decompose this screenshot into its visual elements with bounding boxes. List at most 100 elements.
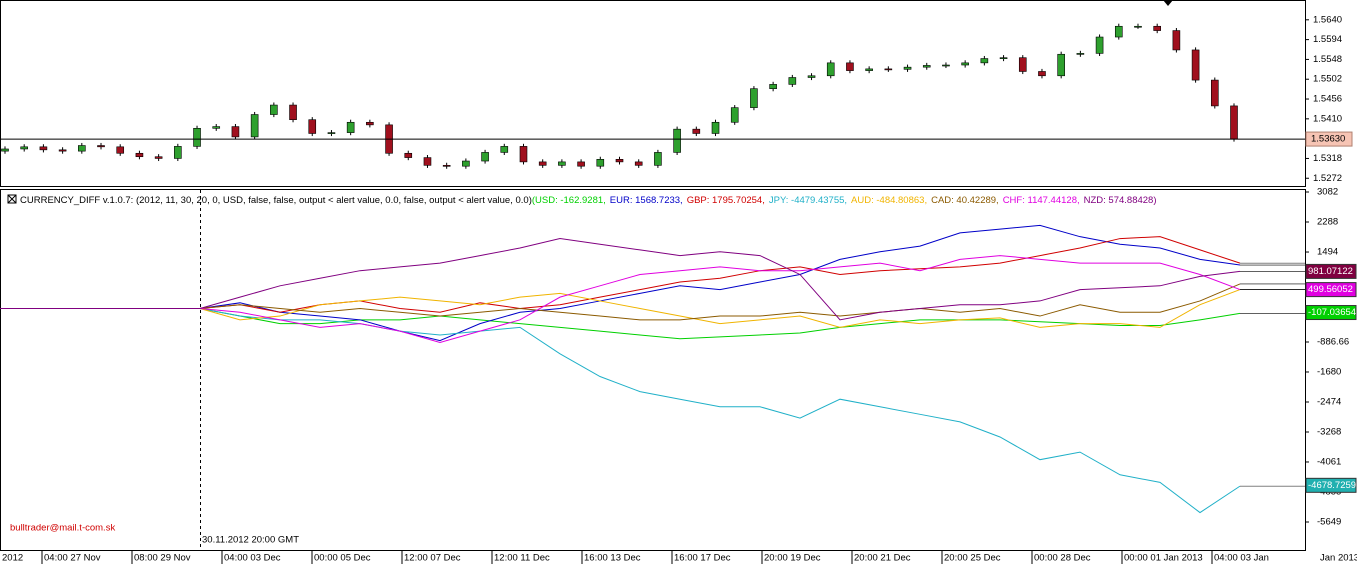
candle-body [1172, 30, 1181, 51]
candle-body [730, 107, 739, 123]
candle-body [1057, 53, 1065, 77]
candle-body [154, 156, 163, 159]
indicator-pane [0, 189, 1306, 551]
x-tick-label: 12:00 11 Dec [494, 553, 550, 564]
candle-body [174, 146, 182, 159]
series-line [199, 224, 1241, 342]
candle-body [654, 152, 662, 166]
legend-entry: NZD: 574.88428) [1084, 195, 1157, 206]
x-tick-label: 20:00 19 Dec [764, 553, 821, 564]
series-line [199, 283, 1241, 321]
candle-body [270, 104, 278, 115]
legend-entry: (USD: -162.9281, [532, 195, 606, 206]
candle-body [788, 77, 797, 85]
candle-body [1076, 53, 1085, 55]
candle-body [711, 121, 720, 134]
candle-body [1, 148, 9, 152]
candle-body [673, 128, 681, 153]
candle-body [577, 161, 585, 167]
x-tick-label: 2012 [2, 553, 23, 564]
series-line [199, 289, 1241, 328]
y-tick-label: 1.5594 [1313, 34, 1342, 45]
candle-body [212, 126, 221, 129]
legend-entry: GBP: 1795.70254, [687, 195, 765, 206]
series-line [199, 307, 1241, 514]
legend-entry: AUD: -484.80863, [851, 195, 927, 206]
candle-body [615, 159, 624, 163]
candle-body [884, 68, 893, 71]
candle-body [1134, 25, 1142, 28]
close-icon-cross [7, 194, 17, 204]
x-tick-label: 20:00 21 Dec [854, 553, 911, 564]
x-tick-label: 08:00 29 Nov [134, 553, 191, 564]
end-value-box [1305, 263, 1357, 279]
candle-body [1095, 36, 1104, 54]
current-price-box [1305, 131, 1353, 147]
candle-body [20, 146, 29, 150]
candle-body [481, 152, 489, 162]
x-tick-label: 04:00 03 Jan [1214, 553, 1269, 564]
indicator-title: CURRENCY_DIFF v.1.0.7: (2012, 11, 30, 20… [20, 195, 532, 206]
legend-entry: EUR: 1568.7233, [610, 195, 683, 206]
candle-body [346, 121, 355, 133]
close-icon[interactable] [7, 194, 17, 204]
start-label: 30.11.2012 20:00 GMT [202, 535, 299, 546]
y-tick-label: 1.5272 [1313, 173, 1342, 184]
author: bulltrader@mail.t-com.sk [10, 523, 115, 534]
y-tick-label: -3268 [1317, 427, 1341, 438]
candle-body [1191, 49, 1200, 81]
series-line [199, 236, 1241, 313]
current-price-label: 1.53630 [1311, 134, 1345, 145]
candle-body [462, 160, 470, 167]
x-tick-label: 04:00 03 Dec [224, 553, 281, 564]
candle-body [442, 165, 451, 167]
x-tick-label: 20:00 25 Dec [944, 553, 1001, 564]
candle-body [692, 128, 701, 134]
series-line [199, 307, 1241, 340]
candle-body [750, 88, 758, 108]
candle-body [327, 132, 336, 134]
candle-body [116, 146, 125, 154]
legend-entry: CHF: 1147.44128, [1003, 195, 1080, 206]
shift-marker [1163, 0, 1173, 6]
price-pane [0, 0, 1306, 187]
candle-body [865, 68, 873, 71]
y-tick-label: 1.5640 [1313, 14, 1342, 25]
end-value-box [1305, 282, 1357, 298]
candle-body [231, 126, 240, 138]
candle-body [903, 66, 912, 70]
x-tick-label: 16:00 17 Dec [674, 553, 731, 564]
y-tick-label: 1.5410 [1313, 113, 1342, 124]
candle-body [58, 149, 67, 152]
y-tick-label: 1.5502 [1313, 74, 1342, 85]
candle-body [250, 114, 259, 138]
end-value-label: -107.03654 [1308, 307, 1356, 318]
y-tick-label: 1.5548 [1313, 54, 1342, 65]
candle-body [78, 145, 86, 152]
candle-body [961, 62, 969, 66]
x-tick-label: Jan 2013 [1320, 553, 1357, 564]
candle-body [596, 159, 605, 167]
series-line [199, 238, 1241, 321]
end-value-box [1305, 305, 1357, 321]
y-tick-label: 3082 [1317, 187, 1338, 198]
end-value-label: 499.56052 [1308, 284, 1353, 295]
end-value-label: 981.07122 [1308, 266, 1353, 277]
candle-body [1230, 105, 1238, 140]
candle-body [922, 65, 931, 68]
candle-body [1018, 57, 1027, 72]
candle-body [519, 146, 528, 163]
x-tick-label: 12:00 07 Dec [404, 553, 461, 564]
candle-body [1153, 25, 1161, 31]
candle-body [558, 161, 566, 166]
candle-body [404, 152, 413, 158]
indicator-header: CURRENCY_DIFF v.1.0.7: (2012, 11, 30, 20… [20, 195, 1157, 206]
candle-body [423, 157, 432, 166]
y-tick-label: -1680 [1317, 366, 1341, 377]
candle-body [1210, 79, 1219, 107]
x-tick-label: 00:00 05 Dec [314, 553, 371, 564]
candle-body [97, 145, 105, 148]
x-tick-label: 16:00 13 Dec [584, 553, 641, 564]
y-tick-label: 2288 [1317, 217, 1338, 228]
